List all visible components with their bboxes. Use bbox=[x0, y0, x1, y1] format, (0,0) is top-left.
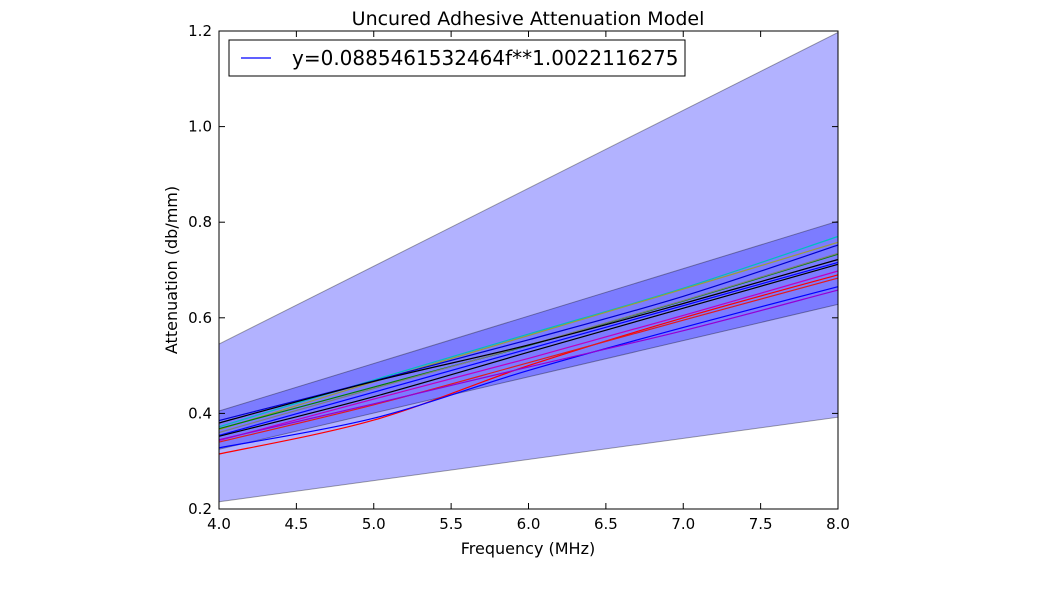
series-line-3 bbox=[218, 244, 839, 422]
series-line-6 bbox=[218, 258, 839, 424]
series-lines bbox=[218, 235, 839, 455]
series-line-11 bbox=[218, 286, 839, 449]
x-tick-label-7: 7.5 bbox=[749, 515, 773, 533]
legend: y=0.0885461532464f**1.0022116275 bbox=[228, 39, 686, 77]
x-tick-label-8: 8.0 bbox=[826, 515, 850, 533]
y-axis-title: Attenuation (db/mm) bbox=[162, 186, 181, 354]
y-tick-label-4: 1.0 bbox=[188, 118, 212, 136]
y-tick-label-3: 0.8 bbox=[188, 213, 212, 231]
y-tick-label-0: 0.2 bbox=[188, 500, 212, 518]
x-tick-label-4: 6.0 bbox=[517, 515, 541, 533]
series-line-8 bbox=[218, 270, 839, 442]
y-tick-label-5: 1.2 bbox=[188, 22, 212, 40]
series-line-2 bbox=[218, 241, 839, 431]
x-tick-label-6: 7.0 bbox=[671, 515, 695, 533]
x-tick-label-3: 5.5 bbox=[439, 515, 463, 533]
series-line-7 bbox=[218, 263, 839, 437]
series-line-9 bbox=[218, 274, 839, 455]
x-axis-title: Frequency (MHz) bbox=[461, 539, 595, 558]
x-tick-label-5: 6.5 bbox=[594, 515, 618, 533]
x-tick-label-2: 5.0 bbox=[362, 515, 386, 533]
axis-ticks: 4.0 4.5 5.0 5.5 6.0 6.5 7.0 7.5 8.0 0.2 0.4 0.6 0.8 1… bbox=[188, 22, 850, 533]
y-tick-label-1: 0.4 bbox=[188, 404, 212, 422]
legend-box bbox=[228, 39, 686, 77]
series-line-10 bbox=[218, 277, 839, 443]
x-tick-label-0: 4.0 bbox=[207, 515, 231, 533]
y-tick-label-2: 0.6 bbox=[188, 309, 212, 327]
series-line-0 bbox=[218, 261, 839, 436]
legend-entry-label: y=0.0885461532464f**1.0022116275 bbox=[292, 46, 678, 70]
series-line-12 bbox=[218, 289, 839, 441]
x-tick-label-1: 4.5 bbox=[284, 515, 308, 533]
chart-title: Uncured Adhesive Attenuation Model bbox=[352, 8, 705, 30]
